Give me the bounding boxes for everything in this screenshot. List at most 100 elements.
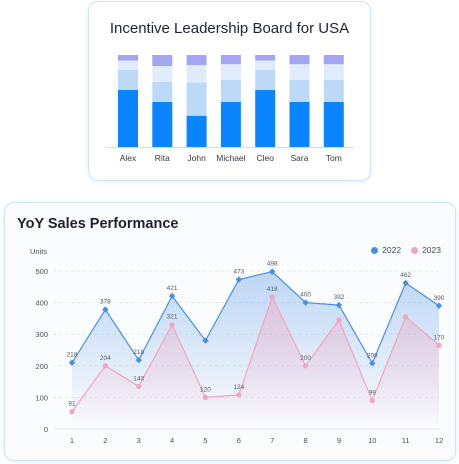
bar-label-sara: Sara bbox=[291, 153, 309, 163]
bar-segment-alex-2 bbox=[118, 60, 138, 70]
point-2023-8 bbox=[302, 363, 309, 369]
legend-item-2022[interactable]: 2022 bbox=[371, 245, 401, 255]
bar-label-cleo: Cleo bbox=[256, 153, 274, 163]
point-2022-6 bbox=[235, 276, 243, 283]
point-2023-11 bbox=[403, 314, 409, 320]
bar-segment-john-2 bbox=[186, 65, 207, 83]
data-label-2022-3: 218 bbox=[133, 349, 144, 356]
bar-segment-cleo-1 bbox=[255, 69, 276, 90]
point-2022-4 bbox=[168, 292, 176, 300]
x-tick-label-9: 9 bbox=[337, 436, 341, 445]
data-label-2023-4: 321 bbox=[167, 314, 178, 321]
x-tick-label-8: 8 bbox=[303, 436, 307, 445]
bar-segment-cleo-3 bbox=[255, 55, 276, 61]
y-tick-label-100: 100 bbox=[35, 393, 48, 402]
bar-segment-tom-1 bbox=[323, 79, 344, 102]
data-label-2022-6: 473 bbox=[233, 269, 244, 276]
incentive-leaderboard-card: Incentive Leadership Board for USA Alex R… bbox=[88, 1, 371, 181]
bar-segment-sara-0 bbox=[289, 101, 310, 147]
bar-label-michael: Michael bbox=[216, 153, 245, 163]
data-label-2022-1: 218 bbox=[67, 352, 78, 359]
bar-segment-cleo-2 bbox=[255, 60, 276, 70]
point-2023-12 bbox=[436, 342, 442, 348]
point-2023-10 bbox=[369, 397, 375, 404]
data-label-2023-12: 170 bbox=[434, 334, 445, 341]
data-label-2023-10: 99 bbox=[369, 390, 377, 397]
data-label-2023-3: 140 bbox=[133, 375, 144, 382]
sales-chart-title: YoY Sales Performance bbox=[17, 216, 179, 232]
bar-segment-alex-1 bbox=[118, 69, 138, 90]
bar-segment-sara-3 bbox=[289, 55, 310, 65]
bar-segment-tom-0 bbox=[323, 101, 344, 147]
x-tick-label-7: 7 bbox=[270, 436, 274, 445]
data-label-2023-8: 200 bbox=[300, 355, 311, 362]
data-label-2023-2: 204 bbox=[100, 355, 111, 362]
bar-segment-tom-3 bbox=[323, 55, 344, 65]
bar-segment-john-0 bbox=[186, 115, 207, 147]
point-2023-1 bbox=[69, 409, 75, 415]
bar-segment-cleo-0 bbox=[255, 89, 276, 147]
bar-segment-alex-0 bbox=[118, 89, 138, 147]
bar-segment-john-3 bbox=[186, 55, 207, 66]
legend-dot-2023 bbox=[411, 246, 419, 254]
x-tick-label-12: 12 bbox=[435, 436, 443, 445]
point-2022-1 bbox=[68, 359, 76, 366]
legend-item-2023[interactable]: 2023 bbox=[411, 245, 441, 255]
legend-label-2022: 2022 bbox=[382, 245, 402, 255]
legend-label-2023: 2023 bbox=[422, 245, 441, 255]
data-label-2022-11: 462 bbox=[400, 272, 411, 279]
bar-segment-sara-1 bbox=[289, 79, 310, 102]
bar-segment-michael-3 bbox=[220, 55, 241, 65]
bar-segment-rita-0 bbox=[152, 101, 173, 147]
bar-segment-michael-1 bbox=[220, 79, 241, 102]
x-tick-label-10: 10 bbox=[368, 436, 376, 445]
bar-segment-michael-0 bbox=[220, 101, 241, 147]
bar-label-tom: Tom bbox=[326, 153, 342, 163]
y-tick-label-200: 200 bbox=[35, 362, 48, 371]
x-tick-label-5: 5 bbox=[203, 436, 207, 445]
data-label-2023-5: 120 bbox=[200, 386, 211, 393]
data-label-2022-9: 392 bbox=[333, 294, 344, 301]
point-2023-2 bbox=[102, 363, 108, 369]
bar-segment-tom-2 bbox=[323, 64, 344, 80]
data-label-2022-7: 498 bbox=[267, 261, 278, 268]
bar-label-rita: Rita bbox=[155, 153, 170, 163]
bar-label-alex: Alex bbox=[120, 153, 137, 163]
bar-segment-alex-3 bbox=[118, 55, 138, 61]
point-2023-6 bbox=[236, 392, 242, 398]
chart-legend: 2022 2023 bbox=[371, 245, 441, 255]
x-tick-label-1: 1 bbox=[70, 436, 74, 445]
point-2022-3 bbox=[135, 356, 142, 364]
point-2022-9 bbox=[335, 301, 343, 309]
bar-segment-john-1 bbox=[186, 82, 207, 116]
y-tick-label-300: 300 bbox=[35, 330, 48, 339]
point-2022-8 bbox=[302, 299, 309, 306]
series-area-2023 bbox=[72, 296, 439, 429]
x-tick-label-3: 3 bbox=[137, 436, 141, 445]
legend-dot-2022 bbox=[371, 246, 379, 254]
point-2022-11 bbox=[402, 279, 409, 287]
bar-segment-sara-2 bbox=[289, 64, 310, 80]
yoy-sales-card: YoY Sales Performance Units 2022 2023 0 1… bbox=[4, 202, 456, 461]
stacked-bar-chart: Alex Rita John Michael Cleo Sara Tom bbox=[107, 55, 354, 163]
bar-segment-rita-2 bbox=[152, 66, 173, 82]
y-tick-label-500: 500 bbox=[35, 267, 48, 276]
y-axis-units-label: Units bbox=[30, 247, 48, 256]
series-line-2022 bbox=[71, 270, 440, 365]
data-label-2022-8: 400 bbox=[300, 292, 311, 299]
data-label-2023-6: 124 bbox=[233, 384, 244, 391]
data-label-2022-12: 390 bbox=[434, 295, 445, 302]
bar-segment-rita-1 bbox=[152, 81, 173, 102]
data-label-2022-2: 378 bbox=[100, 299, 111, 306]
leaderboard-title: Incentive Leadership Board for USA bbox=[109, 20, 350, 37]
x-tick-label-2: 2 bbox=[103, 436, 107, 445]
y-tick-label-0: 0 bbox=[44, 425, 48, 434]
x-tick-label-6: 6 bbox=[237, 436, 241, 445]
data-label-2022-4: 421 bbox=[167, 285, 178, 292]
bar-segment-rita-3 bbox=[152, 55, 173, 67]
point-2022-12 bbox=[435, 302, 443, 309]
data-label-2023-1: 81 bbox=[68, 401, 76, 408]
series-line-2023 bbox=[71, 295, 440, 412]
point-2022-5 bbox=[202, 337, 209, 344]
